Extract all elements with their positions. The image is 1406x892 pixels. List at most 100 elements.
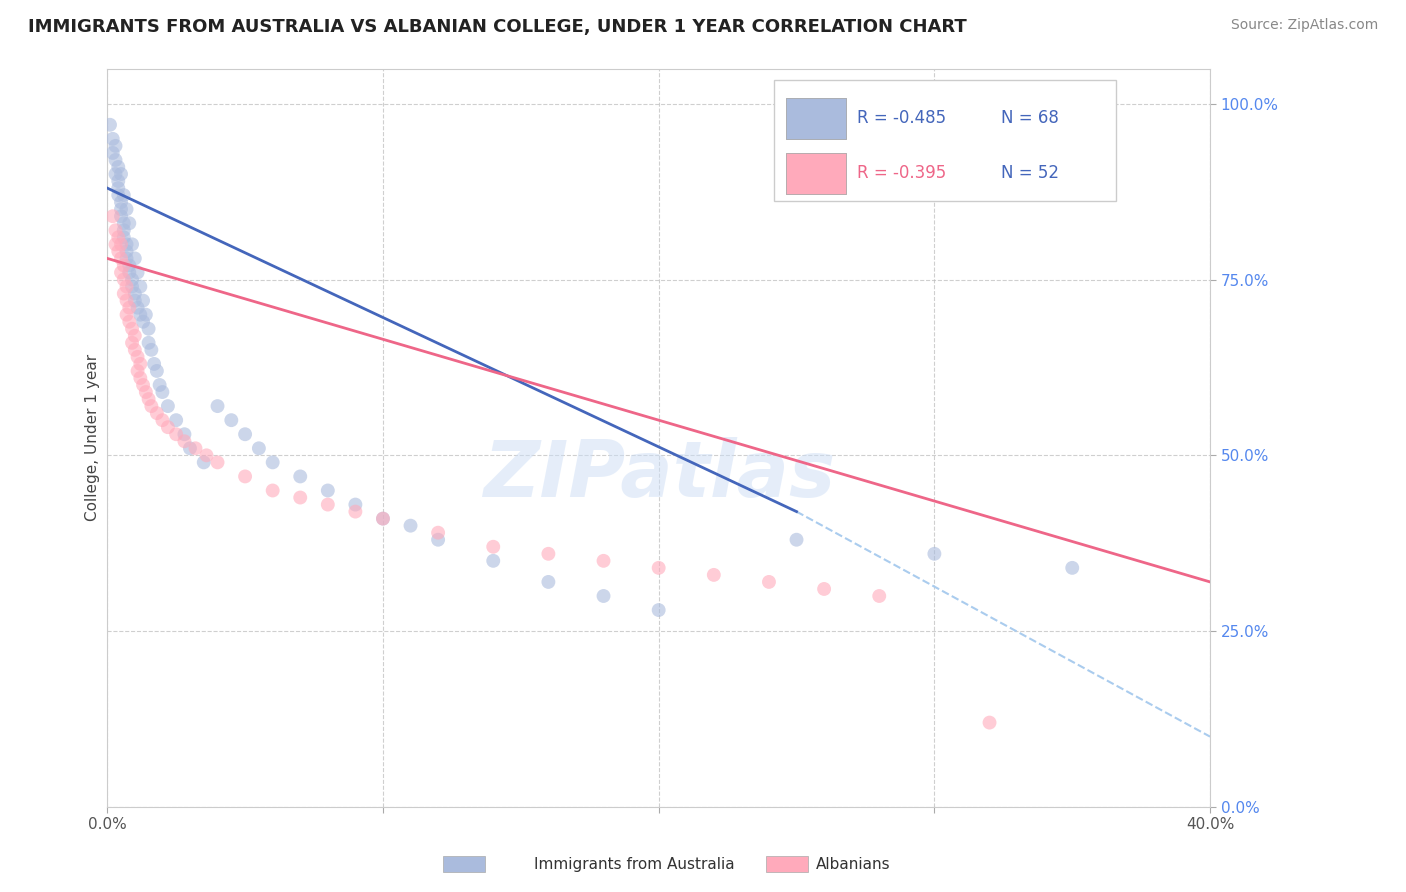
Point [165,413,187,427]
Point [143,357,166,371]
Point [121,272,143,286]
Text: Albanians: Albanians [815,857,890,872]
Point [127,265,149,279]
Point [132,378,155,392]
Point [110,237,132,252]
Point [101,209,124,223]
Point [647,603,669,617]
Text: IMMIGRANTS FROM AUSTRALIA VS ALBANIAN COLLEGE, UNDER 1 YEAR CORRELATION CHART: IMMIGRANTS FROM AUSTRALIA VS ALBANIAN CO… [28,18,967,36]
Point [118,301,141,315]
Point [112,272,135,286]
Point [124,343,146,357]
Point [247,442,270,456]
Point [129,371,152,385]
Point [262,483,284,498]
Point [482,554,505,568]
Point [399,518,422,533]
Point [127,350,149,364]
Point [221,413,243,427]
Point [138,322,160,336]
Point [110,252,132,266]
Point [207,455,229,469]
FancyBboxPatch shape [786,98,846,138]
Point [290,469,312,483]
Point [101,132,124,146]
Text: ZIPatlas: ZIPatlas [482,437,835,513]
Point [107,230,129,244]
Point [115,244,138,259]
Point [129,279,152,293]
Point [112,216,135,230]
Point [427,525,450,540]
Point [482,540,505,554]
Point [371,511,394,525]
Point [121,322,143,336]
Point [110,167,132,181]
Text: Immigrants from Australia: Immigrants from Australia [534,857,735,872]
Point [1062,561,1084,575]
Point [124,286,146,301]
Point [135,385,157,400]
Point [195,448,218,462]
Point [138,335,160,350]
Point [138,392,160,406]
Point [427,533,450,547]
Point [110,202,132,217]
Point [104,153,127,167]
Point [110,195,132,210]
Point [316,483,339,498]
Point [124,252,146,266]
Point [112,230,135,244]
Point [537,547,560,561]
Point [173,434,195,449]
Point [290,491,312,505]
Point [115,202,138,217]
Point [179,442,201,456]
Point [118,265,141,279]
Point [132,293,155,308]
Point [118,315,141,329]
Point [371,511,394,525]
Point [129,357,152,371]
Point [233,427,256,442]
Text: N = 52: N = 52 [1001,164,1059,182]
Point [104,223,127,237]
Point [537,574,560,589]
Point [118,259,141,273]
Point [135,308,157,322]
Point [132,315,155,329]
Point [592,589,614,603]
Point [115,237,138,252]
Text: R = -0.485: R = -0.485 [858,109,946,127]
Point [156,399,179,413]
Point [146,364,169,378]
Point [115,308,138,322]
Point [344,498,367,512]
Point [110,265,132,279]
Point [150,413,173,427]
Point [112,286,135,301]
FancyBboxPatch shape [775,79,1116,202]
Point [107,244,129,259]
Point [592,554,614,568]
Point [141,399,163,413]
Point [316,498,339,512]
Point [924,547,946,561]
Point [127,301,149,315]
Point [104,139,127,153]
Point [647,561,669,575]
Point [104,167,127,181]
Point [107,174,129,188]
Point [107,181,129,195]
Point [127,364,149,378]
Point [703,568,725,582]
Point [112,223,135,237]
Point [868,589,890,603]
Point [758,574,780,589]
Text: Source: ZipAtlas.com: Source: ZipAtlas.com [1230,18,1378,32]
Point [124,293,146,308]
Point [115,293,138,308]
Point [118,216,141,230]
Point [165,427,187,442]
Point [979,715,1001,730]
